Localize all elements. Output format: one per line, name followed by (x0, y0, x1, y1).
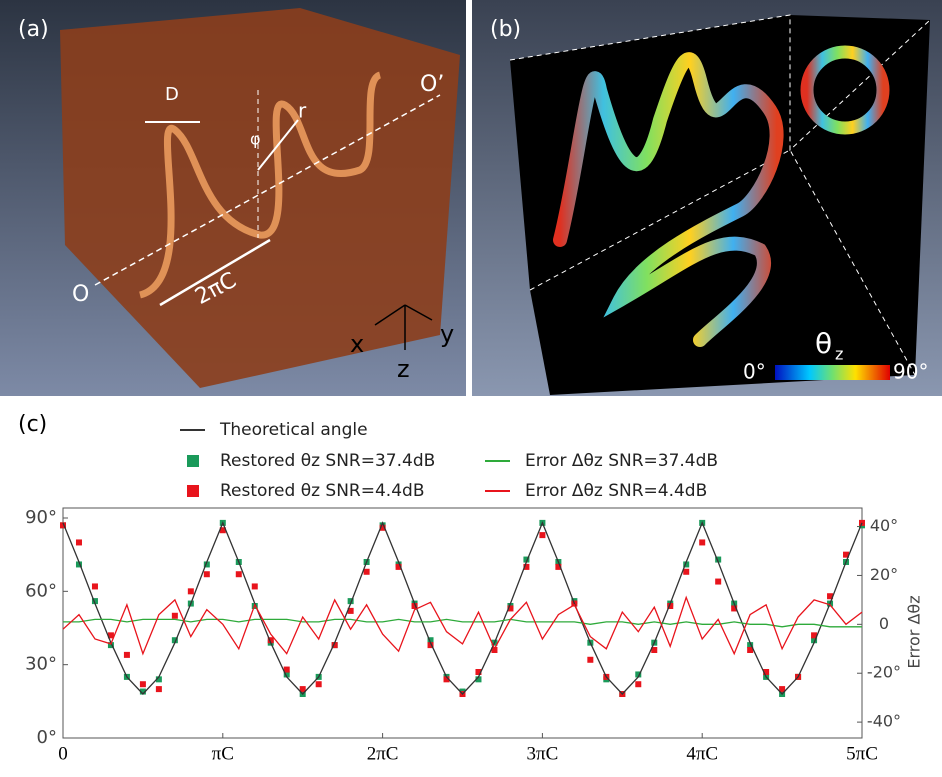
legend-marker (187, 455, 199, 467)
panel-label: (b) (490, 17, 521, 42)
marker (76, 539, 82, 545)
legend-label: Error Δθz SNR=4.4dB (525, 481, 707, 501)
marker (683, 569, 689, 575)
annotation: φ (250, 130, 261, 149)
marker (140, 681, 146, 687)
annotation: y (440, 320, 454, 348)
annotation: r (298, 99, 307, 123)
colorbar-max: 90° (893, 360, 928, 384)
annotation: z (397, 355, 410, 383)
annotation: x (350, 330, 364, 358)
marker (204, 571, 210, 577)
marker (699, 539, 705, 545)
legend-label: Restored θz SNR=4.4dB (220, 481, 424, 501)
y-tick-label: 90° (25, 507, 57, 528)
y-tick-label: 0° (37, 727, 57, 748)
panel-label: (a) (18, 17, 49, 42)
panel-a: (a) D r φ O O’ 2πC x y z (0, 0, 466, 396)
annotation: D (165, 84, 179, 105)
x-tick-label: 4πC (686, 743, 718, 764)
panel-label: (c) (18, 412, 47, 437)
series-line (63, 523, 862, 694)
colorbar-min: 0° (743, 360, 766, 384)
panel-b: (b) θ z 0° 90° (472, 0, 942, 396)
marker (715, 579, 721, 585)
annotation: O’ (420, 72, 444, 97)
y2-axis-label: Error Δθz (905, 595, 924, 668)
marker (172, 613, 178, 619)
marker (635, 681, 641, 687)
marker (587, 657, 593, 663)
x-tick-label: 0 (58, 743, 68, 764)
y-tick-label: 30° (25, 654, 57, 675)
colorbar (775, 365, 890, 380)
legend-marker (187, 485, 199, 497)
annotation: O (72, 282, 89, 307)
marker (124, 652, 130, 658)
colorbar-title-sub: z (835, 345, 843, 364)
colorbar-title: θ (815, 327, 832, 360)
x-tick-label: 3πC (527, 743, 559, 764)
marker (859, 520, 865, 526)
x-tick-label: 2πC (367, 743, 399, 764)
x-tick-label: 5πC (846, 743, 878, 764)
series-line (63, 597, 862, 653)
marker (252, 583, 258, 589)
marker (156, 686, 162, 692)
legend-label: Restored θz SNR=37.4dB (220, 451, 435, 471)
marker (316, 681, 322, 687)
y2-tick-label: 40° (870, 516, 898, 535)
legend-label: Theoretical angle (219, 420, 368, 440)
marker (364, 569, 370, 575)
y2-tick-label: -40° (867, 712, 901, 731)
marker (539, 532, 545, 538)
y2-tick-label: -20° (867, 663, 901, 682)
y2-tick-label: 0 (879, 614, 889, 633)
legend-label: Error Δθz SNR=37.4dB (525, 451, 718, 471)
marker (188, 588, 194, 594)
marker (236, 571, 242, 577)
figure: (a) D r φ O O’ 2πC x y z (b) θ z 0° 90° … (0, 0, 942, 773)
marker (92, 583, 98, 589)
x-tick-label: πC (212, 743, 234, 764)
y2-tick-label: 20° (870, 565, 898, 584)
y-tick-label: 60° (25, 580, 57, 601)
